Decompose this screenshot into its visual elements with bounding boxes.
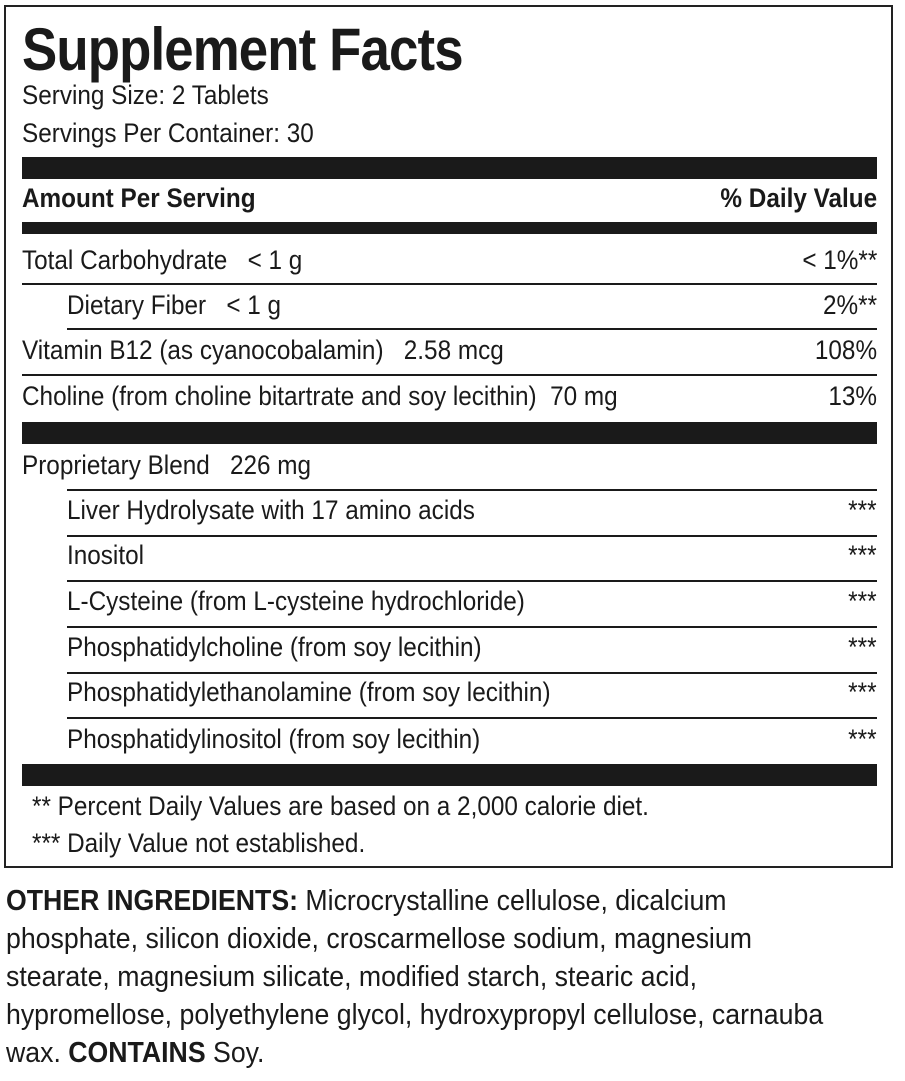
other-ingredients: OTHER INGREDIENTS: Microcrystalline cell…	[6, 882, 834, 1072]
blend-item-dv: ***	[848, 677, 877, 707]
row-divider	[67, 717, 877, 719]
other-ingredients-label: OTHER INGREDIENTS:	[6, 885, 299, 917]
blend-item: Phosphatidylethanolamine (from soy lecit…	[67, 677, 551, 707]
panel-title: Supplement Facts	[22, 16, 464, 83]
divider-bar	[22, 157, 877, 179]
row-divider	[67, 672, 877, 674]
blend-item-dv: ***	[848, 724, 877, 754]
blend-item: Phosphatidylcholine (from soy lecithin)	[67, 632, 482, 662]
blend-item: Phosphatidylinositol (from soy lecithin)	[67, 724, 481, 754]
blend-item: Liver Hydrolysate with 17 amino acids	[67, 495, 475, 525]
supplement-facts-panel: Supplement Facts Serving Size: 2 Tablets…	[4, 5, 893, 868]
blend-item-dv: ***	[848, 586, 877, 616]
blend-item-dv: ***	[848, 632, 877, 662]
nutrient-name: Total Carbohydrate < 1 g	[22, 245, 303, 275]
contains-text: Soy.	[205, 1037, 265, 1069]
blend-item-dv: ***	[848, 540, 877, 570]
blend-item: L-Cysteine (from L-cysteine hydrochlorid…	[67, 586, 525, 616]
row-divider	[67, 489, 877, 491]
nutrient-dv: < 1%**	[802, 245, 877, 275]
nutrient-name: Choline (from choline bitartrate and soy…	[22, 381, 618, 411]
nutrient-name: Vitamin B12 (as cyanocobalamin) 2.58 mcg	[22, 335, 504, 365]
row-divider	[22, 283, 877, 285]
blend-name: Proprietary Blend 226 mg	[22, 450, 312, 480]
nutrient-dv: 108%	[814, 335, 877, 365]
other-ingredients-text: Microcrystalline cellulose, dicalcium ph…	[6, 885, 824, 1069]
footnote: *** Daily Value not established.	[32, 828, 366, 858]
blend-item: Inositol	[67, 540, 145, 570]
blend-item-dv: ***	[848, 495, 877, 525]
servings-per-container: Servings Per Container: 30	[22, 118, 314, 148]
row-divider	[67, 328, 877, 330]
divider-bar	[22, 222, 877, 234]
serving-size: Serving Size: 2 Tablets	[22, 80, 269, 110]
nutrient-name: Dietary Fiber < 1 g	[67, 290, 282, 320]
row-divider	[22, 374, 877, 376]
row-divider	[67, 535, 877, 537]
contains-label: CONTAINS	[68, 1037, 206, 1069]
divider-bar	[22, 422, 877, 444]
row-divider	[67, 580, 877, 582]
divider-bar	[22, 764, 877, 786]
nutrient-dv: 13%	[828, 381, 877, 411]
footnote: ** Percent Daily Values are based on a 2…	[32, 791, 649, 821]
row-divider	[67, 626, 877, 628]
nutrient-dv: 2%**	[822, 290, 877, 320]
amount-per-serving-header: Amount Per Serving	[22, 183, 256, 213]
daily-value-header: % Daily Value	[720, 183, 877, 213]
